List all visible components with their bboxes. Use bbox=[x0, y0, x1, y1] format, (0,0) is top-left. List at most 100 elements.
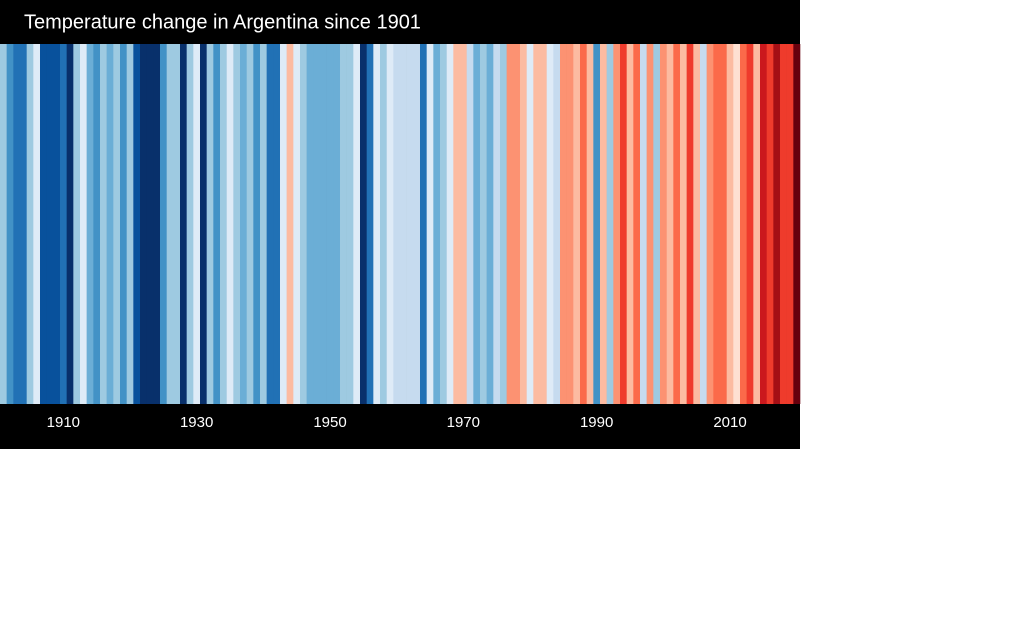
stripe bbox=[273, 44, 281, 404]
stripe bbox=[526, 44, 534, 404]
stripe bbox=[666, 44, 674, 404]
stripe bbox=[500, 44, 507, 404]
stripe bbox=[600, 44, 607, 404]
stripe bbox=[233, 44, 241, 404]
x-tick-label: 1990 bbox=[580, 414, 613, 431]
chart-title: Temperature change in Argentina since 19… bbox=[24, 11, 421, 33]
stripe bbox=[240, 44, 247, 404]
stripe bbox=[686, 44, 694, 404]
stripe bbox=[446, 44, 454, 404]
stripe bbox=[180, 44, 187, 404]
stripe bbox=[386, 44, 394, 404]
stripe bbox=[33, 44, 41, 404]
stripe bbox=[293, 44, 301, 404]
stripe bbox=[253, 44, 261, 404]
stripe bbox=[713, 44, 721, 404]
stripe bbox=[113, 44, 121, 404]
stripe bbox=[0, 44, 7, 404]
stripe bbox=[106, 44, 114, 404]
x-tick-label: 1970 bbox=[447, 414, 480, 431]
stripe bbox=[420, 44, 427, 404]
stripe bbox=[566, 44, 574, 404]
stripe bbox=[360, 44, 367, 404]
x-tick-label: 1910 bbox=[47, 414, 80, 431]
stripe bbox=[786, 44, 794, 404]
stripe bbox=[653, 44, 661, 404]
stripe bbox=[26, 44, 34, 404]
stripe bbox=[413, 44, 421, 404]
stripe bbox=[373, 44, 381, 404]
x-tick-label: 1950 bbox=[313, 414, 346, 431]
stripe bbox=[166, 44, 174, 404]
stripe bbox=[200, 44, 207, 404]
stripe bbox=[506, 44, 514, 404]
stripe bbox=[300, 44, 307, 404]
stripe bbox=[226, 44, 234, 404]
stripe bbox=[160, 44, 167, 404]
stripe bbox=[320, 44, 327, 404]
stripe bbox=[46, 44, 54, 404]
stripe bbox=[20, 44, 27, 404]
stripe bbox=[740, 44, 747, 404]
stripe bbox=[193, 44, 201, 404]
stripe bbox=[700, 44, 707, 404]
stripe bbox=[400, 44, 407, 404]
stripe bbox=[480, 44, 487, 404]
stripe bbox=[646, 44, 654, 404]
stripe bbox=[73, 44, 81, 404]
stripe bbox=[133, 44, 141, 404]
stripe bbox=[13, 44, 21, 404]
stripe bbox=[486, 44, 494, 404]
stripe bbox=[66, 44, 74, 404]
stripe bbox=[353, 44, 361, 404]
stripe bbox=[726, 44, 734, 404]
stripe bbox=[260, 44, 267, 404]
stripe bbox=[640, 44, 647, 404]
stripe bbox=[426, 44, 434, 404]
stripe bbox=[626, 44, 634, 404]
stripe bbox=[266, 44, 274, 404]
stripe bbox=[60, 44, 67, 404]
stripe bbox=[93, 44, 101, 404]
stripe bbox=[126, 44, 134, 404]
stripe bbox=[86, 44, 94, 404]
stripe bbox=[313, 44, 321, 404]
x-tick-label: 1930 bbox=[180, 414, 213, 431]
stripe bbox=[793, 44, 801, 404]
stripe bbox=[760, 44, 767, 404]
stripe bbox=[573, 44, 581, 404]
stripe bbox=[346, 44, 354, 404]
stripe bbox=[406, 44, 414, 404]
stripe bbox=[773, 44, 781, 404]
stripe bbox=[120, 44, 127, 404]
stripe bbox=[140, 44, 147, 404]
stripe bbox=[780, 44, 787, 404]
stripe bbox=[553, 44, 561, 404]
stripe bbox=[380, 44, 387, 404]
stripe bbox=[100, 44, 107, 404]
stripe bbox=[393, 44, 401, 404]
stripe bbox=[533, 44, 541, 404]
stripe bbox=[613, 44, 621, 404]
stripe bbox=[366, 44, 374, 404]
stripe bbox=[186, 44, 194, 404]
stripe bbox=[340, 44, 347, 404]
stripe bbox=[680, 44, 687, 404]
stripe bbox=[660, 44, 667, 404]
stripe bbox=[466, 44, 474, 404]
stripe bbox=[580, 44, 587, 404]
stripe bbox=[153, 44, 161, 404]
stripe bbox=[693, 44, 701, 404]
stripe bbox=[6, 44, 14, 404]
stripe bbox=[440, 44, 447, 404]
stripe bbox=[546, 44, 554, 404]
stripe bbox=[80, 44, 87, 404]
stripe bbox=[473, 44, 481, 404]
stripe bbox=[673, 44, 681, 404]
stripe bbox=[633, 44, 641, 404]
stripe bbox=[746, 44, 754, 404]
stripe bbox=[766, 44, 774, 404]
stripe bbox=[280, 44, 287, 404]
